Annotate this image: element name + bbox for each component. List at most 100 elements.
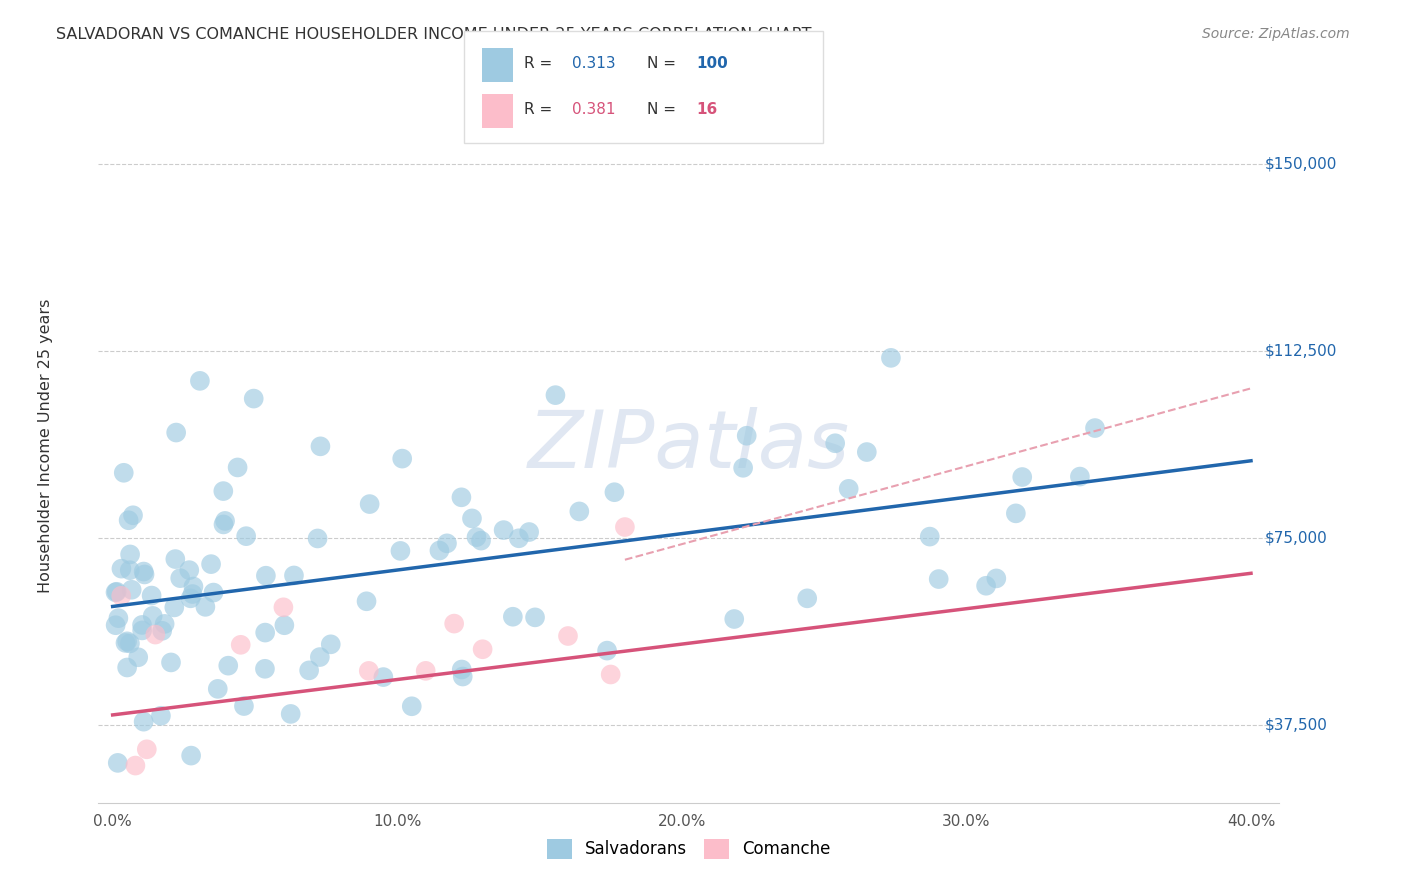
Point xyxy=(121,582,143,597)
Text: 0.313: 0.313 xyxy=(572,56,616,70)
Text: $75,000: $75,000 xyxy=(1265,531,1329,546)
Point xyxy=(180,748,202,763)
Point xyxy=(1084,421,1107,435)
Text: $37,500: $37,500 xyxy=(1265,718,1329,733)
Point xyxy=(179,563,201,577)
Text: N =: N = xyxy=(647,102,681,117)
Point xyxy=(529,837,551,851)
Point xyxy=(450,663,472,677)
Point xyxy=(450,491,472,505)
Point xyxy=(928,572,950,586)
Point xyxy=(517,524,540,539)
Point xyxy=(568,504,591,518)
Point xyxy=(838,482,860,496)
Point xyxy=(104,585,127,599)
Point xyxy=(104,618,127,632)
Point xyxy=(254,568,277,582)
Point xyxy=(142,608,165,623)
Point xyxy=(226,460,249,475)
Point xyxy=(723,612,745,626)
Point xyxy=(105,584,128,599)
Point xyxy=(436,536,458,550)
Point xyxy=(214,514,236,528)
Point xyxy=(107,611,129,625)
Point xyxy=(309,439,332,453)
Point xyxy=(557,629,579,643)
Point xyxy=(307,532,329,546)
Text: 16: 16 xyxy=(696,102,717,117)
Point xyxy=(391,451,413,466)
Point xyxy=(212,484,235,499)
Point xyxy=(544,388,567,402)
Point xyxy=(471,642,494,657)
Point xyxy=(110,589,132,603)
Point xyxy=(115,634,138,648)
Legend: Salvadorans, Comanche: Salvadorans, Comanche xyxy=(540,832,838,866)
Point xyxy=(122,508,145,523)
Point xyxy=(180,591,202,606)
Point xyxy=(492,523,515,537)
Point xyxy=(188,374,211,388)
Point xyxy=(143,627,166,641)
Point xyxy=(132,714,155,729)
Text: N =: N = xyxy=(647,56,681,70)
Point xyxy=(1069,469,1091,483)
Point xyxy=(254,625,277,640)
Point xyxy=(415,664,437,678)
Point xyxy=(596,643,619,657)
Point xyxy=(443,616,465,631)
Text: Source: ZipAtlas.com: Source: ZipAtlas.com xyxy=(1202,27,1350,41)
Point xyxy=(502,609,524,624)
Point xyxy=(212,517,235,532)
Point xyxy=(202,585,225,599)
Point xyxy=(112,466,135,480)
Point xyxy=(470,533,492,548)
Point xyxy=(824,436,846,450)
Point xyxy=(115,808,138,822)
Point xyxy=(153,616,176,631)
Point xyxy=(132,565,155,579)
Point xyxy=(508,531,530,545)
Point xyxy=(735,428,758,442)
Point xyxy=(373,670,395,684)
Point xyxy=(207,681,229,696)
Point xyxy=(160,656,183,670)
Point xyxy=(169,571,191,585)
Point xyxy=(163,600,186,615)
Point xyxy=(283,568,305,582)
Point xyxy=(733,460,755,475)
Point xyxy=(165,552,187,566)
Point xyxy=(134,567,156,582)
Point xyxy=(194,599,217,614)
Text: $112,500: $112,500 xyxy=(1265,343,1337,359)
Point xyxy=(118,636,141,650)
Text: R =: R = xyxy=(524,102,558,117)
Point xyxy=(233,699,256,714)
Point xyxy=(120,548,142,562)
Point xyxy=(359,497,381,511)
Text: R =: R = xyxy=(524,56,558,70)
Point xyxy=(319,637,342,651)
Point xyxy=(429,543,451,558)
Point xyxy=(165,425,187,440)
Point xyxy=(124,758,146,772)
Point xyxy=(242,392,264,406)
Point xyxy=(856,445,879,459)
Point xyxy=(613,520,636,534)
Point xyxy=(149,708,172,723)
Text: ZIPatlas: ZIPatlas xyxy=(527,407,851,485)
Point xyxy=(131,624,153,638)
Point xyxy=(880,351,903,365)
Point xyxy=(253,662,276,676)
Point xyxy=(524,610,547,624)
Point xyxy=(150,624,173,638)
Point xyxy=(127,650,149,665)
Point xyxy=(389,544,412,558)
Point xyxy=(273,600,295,615)
Point xyxy=(183,580,205,594)
Point xyxy=(235,529,257,543)
Point xyxy=(200,557,222,571)
Point xyxy=(451,669,474,683)
Point xyxy=(107,756,129,770)
Point xyxy=(461,511,484,525)
